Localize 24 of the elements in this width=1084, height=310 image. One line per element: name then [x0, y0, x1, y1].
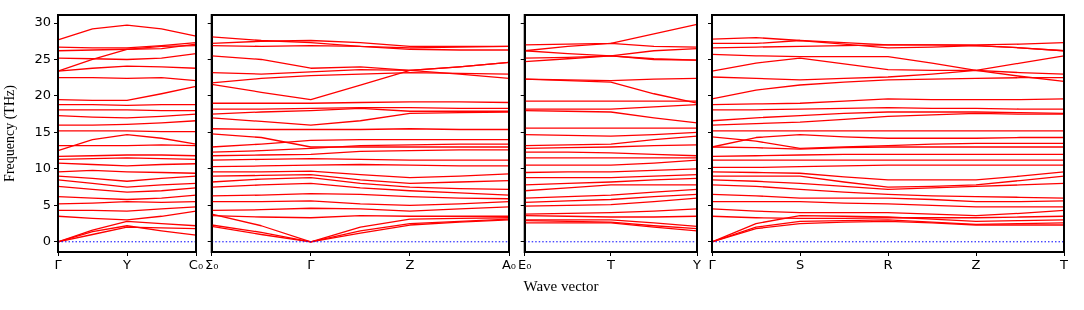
- y-tick-label: 20: [34, 87, 51, 103]
- y-tick-label: 10: [34, 160, 51, 176]
- x-tick-label: Z: [971, 257, 981, 273]
- y-tick-label: 5: [42, 196, 51, 212]
- y-tick-label: 0: [42, 233, 51, 249]
- x-tick-label: S: [795, 257, 805, 273]
- x-axis-title: Wave vector: [523, 278, 599, 295]
- x-tick-label: E₀: [517, 257, 532, 273]
- x-tick-label: Y: [692, 257, 702, 273]
- x-tick-label: Y: [122, 257, 132, 273]
- y-tick-label: 15: [34, 123, 51, 139]
- x-tick-label: T: [1059, 257, 1069, 273]
- x-tick-label: Σ₀: [204, 257, 219, 273]
- x-tick-label: C₀: [188, 257, 204, 273]
- x-tick-label: Γ: [54, 257, 63, 273]
- y-tick-label: 30: [34, 14, 51, 30]
- x-tick-label: Γ: [708, 257, 717, 273]
- x-tick-label: R: [883, 257, 893, 273]
- x-tick-label: A₀: [501, 257, 517, 273]
- x-tick-label: Z: [405, 257, 415, 273]
- y-axis-title: Frequency (THz): [2, 84, 19, 182]
- x-tick-label: Γ: [307, 257, 316, 273]
- x-tick-label: T: [605, 257, 615, 273]
- y-tick-label: 25: [34, 50, 51, 66]
